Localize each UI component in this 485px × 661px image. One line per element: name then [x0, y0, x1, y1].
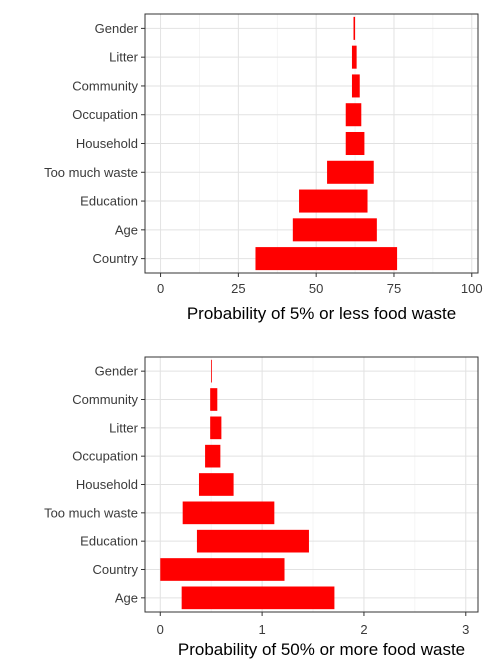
x-tick-label: 75 — [387, 281, 401, 296]
y-tick-label: Community — [72, 392, 138, 407]
y-tick-label: Age — [115, 222, 138, 237]
y-tick-label: Gender — [95, 364, 139, 379]
x-tick-label: 0 — [157, 281, 164, 296]
bar-gender — [353, 16, 356, 40]
x-tick-label: 2 — [360, 622, 367, 637]
y-tick-label: Country — [92, 562, 138, 577]
bar-country — [255, 247, 398, 271]
x-tick-label: 100 — [461, 281, 483, 296]
y-tick-label: Household — [76, 477, 138, 492]
bar-education — [196, 529, 309, 553]
x-axis-title: Probability of 50% or more food waste — [178, 640, 465, 659]
x-tick-label: 1 — [258, 622, 265, 637]
bar-age — [292, 218, 377, 242]
bar-too-much-waste — [327, 160, 374, 184]
bar-gender — [211, 359, 212, 383]
bar-community — [210, 388, 218, 411]
y-tick-label: Community — [72, 78, 138, 93]
bottom-chart-panel: Gender Community Litter Occupation Household… — [44, 356, 479, 659]
y-tick-label: Gender — [95, 21, 139, 36]
bar-occupation — [205, 444, 221, 468]
y-tick-label: Too much waste — [44, 165, 138, 180]
y-tick-label: Country — [92, 251, 138, 266]
x-axis-title: Probability of 5% or less food waste — [187, 304, 456, 323]
bar-litter — [210, 416, 222, 440]
y-tick-label: Litter — [109, 420, 139, 435]
x-tick-label: 50 — [309, 281, 323, 296]
bar-occupation — [345, 103, 362, 127]
bar-community — [351, 74, 360, 98]
x-tick-label: 3 — [462, 622, 469, 637]
y-tick-label: Too much waste — [44, 505, 138, 520]
y-tick-label: Education — [80, 534, 138, 549]
bar-litter — [351, 45, 357, 69]
bar-too-much-waste — [182, 501, 275, 525]
y-tick-label: Age — [115, 590, 138, 605]
bar-household — [198, 473, 234, 496]
top-chart-panel: Gender Litter Community Occupation Household… — [44, 13, 483, 323]
y-tick-label: Occupation — [72, 107, 138, 122]
y-tick-label: Occupation — [72, 449, 138, 464]
y-tick-label: Education — [80, 194, 138, 209]
x-tick-label: 0 — [157, 622, 164, 637]
x-tick-label: 25 — [231, 281, 245, 296]
bar-country — [160, 558, 285, 581]
y-tick-label: Litter — [109, 50, 139, 65]
y-tick-label: Household — [76, 136, 138, 151]
bar-age — [181, 586, 335, 610]
bar-household — [345, 131, 365, 156]
bar-education — [299, 189, 368, 213]
